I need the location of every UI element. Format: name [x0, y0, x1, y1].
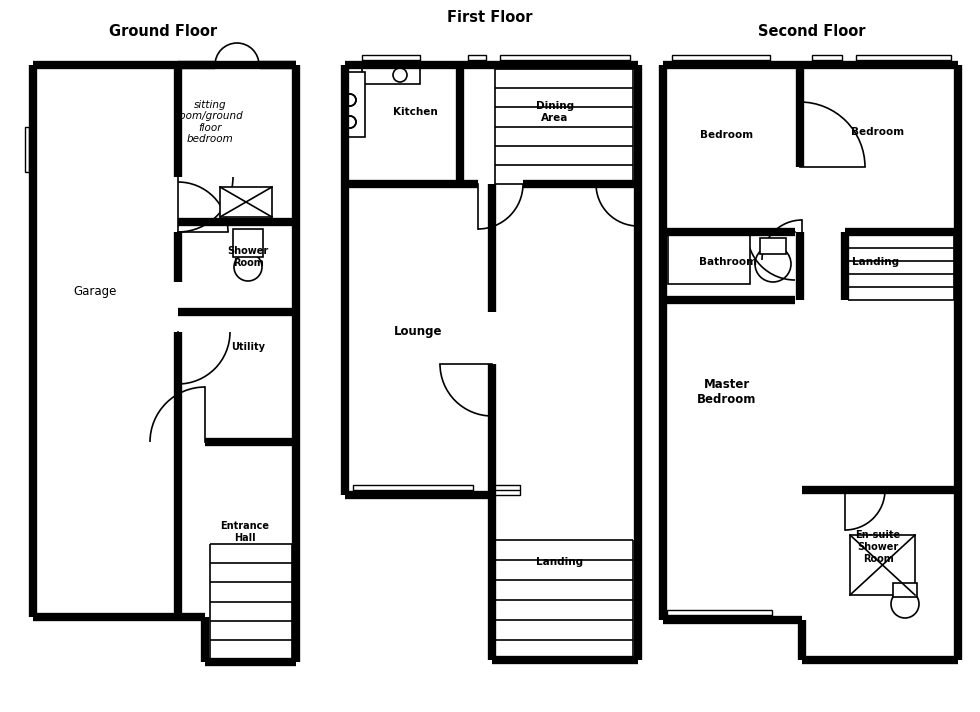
Bar — [668, 234, 750, 284]
Bar — [760, 238, 786, 254]
Bar — [353, 485, 473, 495]
Bar — [362, 66, 420, 84]
Bar — [490, 485, 520, 495]
Text: Bathroom: Bathroom — [699, 257, 757, 267]
Bar — [233, 229, 263, 257]
Text: Landing: Landing — [536, 557, 583, 567]
Bar — [468, 55, 486, 65]
Text: Landing: Landing — [853, 257, 900, 267]
Text: Ground Floor: Ground Floor — [109, 24, 217, 39]
Bar — [362, 55, 420, 65]
Bar — [812, 55, 842, 65]
Bar — [856, 55, 951, 65]
Text: Lounge: Lounge — [394, 325, 442, 338]
Bar — [25, 127, 33, 172]
Bar — [672, 55, 770, 65]
Text: Garage: Garage — [74, 286, 117, 298]
Text: Bedroom: Bedroom — [701, 130, 754, 140]
Text: Utility: Utility — [231, 342, 265, 352]
Bar — [220, 187, 272, 217]
Text: Bedroom: Bedroom — [852, 127, 905, 137]
Text: Dining
Area: Dining Area — [536, 101, 574, 122]
Text: Shower
Room: Shower Room — [227, 246, 269, 268]
Bar — [500, 55, 630, 65]
Text: Kitchen: Kitchen — [393, 107, 437, 117]
Text: Master
Bedroom: Master Bedroom — [698, 378, 757, 406]
Text: First Floor: First Floor — [447, 9, 533, 24]
Bar — [850, 535, 915, 595]
Text: Entrance
Hall: Entrance Hall — [220, 521, 270, 543]
Text: Second Floor: Second Floor — [759, 24, 865, 39]
Text: En-suite
Shower
Room: En-suite Shower Room — [856, 530, 901, 564]
Text: sitting
room/ground
floor
bedroom: sitting room/ground floor bedroom — [176, 100, 244, 145]
Bar — [667, 610, 772, 620]
Bar — [893, 583, 917, 597]
Bar — [345, 72, 365, 137]
